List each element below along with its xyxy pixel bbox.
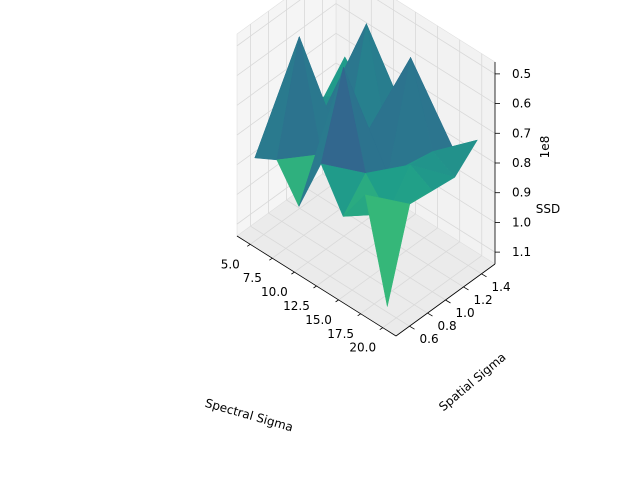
z-tick-label: 0.8: [512, 156, 531, 170]
y-tick-mark: [481, 273, 487, 278]
y-gridline-floor: [286, 199, 446, 301]
y-gridline-floor: [250, 225, 410, 327]
x-tick-mark: [269, 257, 273, 261]
y-tick-mark: [409, 325, 415, 330]
y-tick-label: 0.6: [420, 332, 439, 346]
y-axis-label: Spatial Sigma: [436, 350, 508, 414]
x-tick-label: 7.5: [243, 271, 262, 285]
z-gridline-left: [236, 0, 301, 47]
z-gridline-back: [376, 0, 496, 75]
z-gridline-left: [236, 3, 337, 76]
z-axis-label: SSD: [536, 202, 560, 216]
z-tick-label: 0.7: [512, 126, 531, 140]
z-gridline-back: [335, 3, 496, 104]
z-tick-label: 1.0: [512, 215, 531, 229]
z-tick-label: 1.1: [512, 245, 531, 259]
tick-labels: 5.07.510.012.515.017.520.00.60.81.01.21.…: [221, 67, 531, 355]
x-tick-mark: [291, 271, 295, 275]
x-tick-mark: [335, 299, 339, 303]
z-offset-label: 1e8: [538, 136, 552, 159]
x-tick-label: 10.0: [261, 285, 288, 299]
x-tick-label: 15.0: [305, 313, 332, 327]
x-tick-mark: [357, 313, 361, 317]
surface-facet: [364, 194, 411, 307]
x-tick-mark: [313, 285, 317, 289]
x-axis-label: Spectral Sigma: [203, 396, 294, 435]
x-tick-mark: [247, 244, 251, 247]
y-tick-label: 0.8: [438, 319, 457, 333]
surface-mesh: [254, 23, 478, 307]
x-tick-label: 20.0: [349, 341, 376, 355]
z-tick-label: 0.5: [512, 67, 531, 81]
z-tick-label: 0.6: [512, 97, 531, 111]
y-tick-label: 1.4: [492, 280, 511, 294]
y-tick-mark: [463, 286, 469, 291]
y-tick-label: 1.2: [474, 293, 493, 307]
y-tick-mark: [445, 299, 451, 304]
x-tick-label: 12.5: [283, 299, 310, 313]
y-gridline-floor: [268, 212, 428, 314]
y-tick-mark: [427, 312, 433, 317]
x-tick-label: 5.0: [221, 257, 240, 271]
x-tick-mark: [379, 327, 383, 330]
z-tick-label: 0.9: [512, 186, 531, 200]
y-tick-label: 1.0: [456, 306, 475, 320]
x-tick-label: 17.5: [327, 327, 354, 341]
z-gridline-left: [236, 32, 337, 106]
